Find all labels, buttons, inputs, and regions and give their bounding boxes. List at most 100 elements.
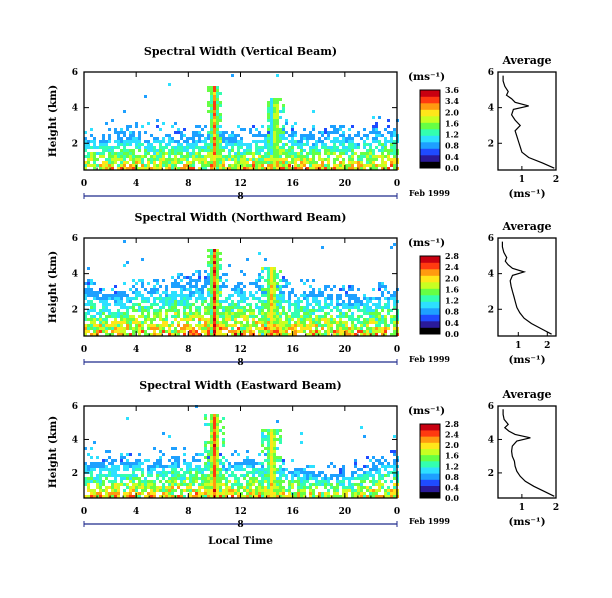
heatmap-cell	[102, 462, 105, 465]
heatmap-cell	[249, 483, 252, 486]
heatmap-cell	[165, 315, 168, 318]
heatmap-cell	[99, 288, 102, 291]
heatmap-cell	[372, 462, 375, 465]
heatmap-cell	[342, 300, 345, 303]
heatmap-cell	[93, 492, 96, 495]
heatmap-cell	[120, 474, 123, 477]
heatmap-cell	[270, 143, 273, 146]
heatmap-cell	[345, 312, 348, 315]
heatmap-cell	[147, 282, 150, 285]
heatmap-cell	[276, 459, 279, 462]
heatmap-cell	[237, 309, 240, 312]
heatmap-cell	[393, 474, 396, 477]
heatmap-cell	[240, 161, 243, 164]
heatmap-cell	[276, 98, 279, 101]
heatmap-cell	[381, 495, 384, 498]
heatmap-cell	[219, 285, 222, 288]
heatmap-cell	[252, 468, 255, 471]
heatmap-cell	[300, 324, 303, 327]
colorbar-swatch	[420, 288, 440, 296]
heatmap-cell	[204, 492, 207, 495]
heatmap-cell	[282, 110, 285, 113]
heatmap-cell	[360, 321, 363, 324]
heatmap-cell	[210, 258, 213, 261]
heatmap-cell	[237, 167, 240, 170]
heatmap-cell	[150, 288, 153, 291]
heatmap-cell	[111, 495, 114, 498]
heatmap-cell	[210, 158, 213, 161]
heatmap-cell	[189, 288, 192, 291]
heatmap-cell	[369, 459, 372, 462]
heatmap-cell	[204, 450, 207, 453]
heatmap-cell	[228, 492, 231, 495]
heatmap-cell	[192, 146, 195, 149]
colorbar-tick-label: 0.4	[445, 152, 459, 162]
heatmap-cell	[312, 125, 315, 128]
heatmap-cell	[264, 318, 267, 321]
heatmap-cell	[270, 330, 273, 333]
heatmap-cell	[222, 477, 225, 480]
heatmap-cell	[336, 480, 339, 483]
heatmap-cell	[282, 131, 285, 134]
heatmap-cell	[192, 155, 195, 158]
heatmap-cell	[270, 486, 273, 489]
heatmap-cell	[351, 288, 354, 291]
heatmap-cell	[318, 483, 321, 486]
heatmap-cell	[327, 489, 330, 492]
heatmap-cell	[180, 330, 183, 333]
heatmap-cell	[186, 152, 189, 155]
heatmap-cell	[348, 327, 351, 330]
heatmap-cell	[165, 291, 168, 294]
heatmap-cell	[264, 327, 267, 330]
heatmap-cell	[87, 453, 90, 456]
heatmap-cell	[171, 285, 174, 288]
heatmap-cell	[144, 483, 147, 486]
heatmap-cell	[378, 306, 381, 309]
heatmap-cell	[297, 495, 300, 498]
heatmap-cell	[288, 297, 291, 300]
heatmap-cell	[219, 279, 222, 282]
heatmap-cell	[138, 134, 141, 137]
heatmap-cell	[363, 492, 366, 495]
heatmap-cell	[264, 143, 267, 146]
heatmap-cell	[198, 146, 201, 149]
heatmap-cell	[171, 309, 174, 312]
heatmap-cell	[174, 309, 177, 312]
heatmap-cell	[369, 321, 372, 324]
heatmap-cell	[156, 297, 159, 300]
heatmap-cell	[372, 140, 375, 143]
heatmap-cell	[207, 330, 210, 333]
heatmap-cell	[258, 276, 261, 279]
heatmap-cell	[225, 312, 228, 315]
heatmap-cell	[177, 312, 180, 315]
heatmap-cell	[267, 285, 270, 288]
heatmap-cell	[345, 492, 348, 495]
heatmap-cell	[114, 294, 117, 297]
heatmap-cell	[228, 486, 231, 489]
heatmap-cell	[333, 492, 336, 495]
heatmap-cell	[387, 158, 390, 161]
heatmap-cell	[252, 125, 255, 128]
heatmap-cell	[252, 161, 255, 164]
heatmap-cell	[90, 306, 93, 309]
heatmap-cell	[204, 149, 207, 152]
y-tick-label: 2	[72, 305, 78, 315]
heatmap-cell	[246, 492, 249, 495]
heatmap-cell	[135, 291, 138, 294]
heatmap-cell	[120, 297, 123, 300]
heatmap-cell	[141, 125, 144, 128]
colorbar-frame	[419, 255, 441, 335]
heatmap-cell	[351, 321, 354, 324]
heatmap-cell	[243, 468, 246, 471]
heatmap-cell	[342, 468, 345, 471]
heatmap-cell	[147, 315, 150, 318]
heatmap-cell	[135, 462, 138, 465]
heatmap-cell	[213, 294, 216, 297]
heatmap-cell	[276, 309, 279, 312]
heatmap-cell	[213, 312, 216, 315]
heatmap-cell	[255, 285, 258, 288]
heatmap-cell	[240, 128, 243, 131]
heatmap-cell	[105, 294, 108, 297]
heatmap-cell	[375, 128, 378, 131]
heatmap-cell	[90, 462, 93, 465]
